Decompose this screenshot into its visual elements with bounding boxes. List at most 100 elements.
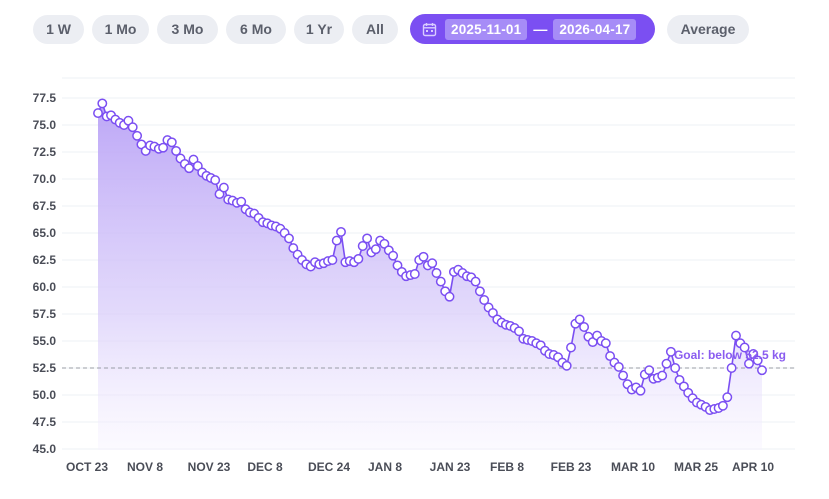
data-point[interactable] (618, 370, 629, 381)
data-point[interactable] (487, 307, 498, 318)
data-point[interactable] (474, 286, 485, 297)
x-tick-label: FEB 23 (551, 460, 592, 474)
x-tick-label: FEB 8 (490, 460, 524, 474)
x-tick-label: APR 10 (732, 460, 774, 474)
x-tick-label: DEC 8 (247, 460, 283, 474)
data-point[interactable] (218, 182, 229, 193)
average-toggle-button[interactable]: Average (667, 14, 749, 44)
data-point[interactable] (127, 122, 138, 133)
data-point[interactable] (418, 251, 429, 262)
x-tick-label: JAN 23 (430, 460, 471, 474)
goal-label: Goal: below 52.5 kg (674, 348, 786, 362)
data-point[interactable] (97, 98, 108, 109)
data-point[interactable] (210, 175, 221, 186)
data-point[interactable] (214, 189, 225, 200)
data-point[interactable] (657, 370, 668, 381)
data-point[interactable] (409, 269, 420, 279)
range-1yr-button[interactable]: 1 Yr (294, 14, 344, 44)
data-point[interactable] (574, 314, 585, 325)
x-tick-label: JAN 8 (368, 460, 402, 474)
data-point[interactable] (726, 363, 737, 373)
data-point[interactable] (444, 291, 455, 302)
data-point[interactable] (327, 255, 338, 265)
range-1w-button[interactable]: 1 W (33, 14, 84, 44)
y-tick-label: 70.0 (33, 172, 57, 186)
y-tick-label: 65.0 (33, 226, 57, 240)
calendar-icon (422, 22, 437, 37)
data-point[interactable] (370, 244, 381, 255)
data-point[interactable] (470, 276, 481, 287)
data-point[interactable] (752, 355, 763, 366)
weight-area (98, 103, 762, 451)
x-tick-label: OCT 23 (66, 460, 108, 474)
y-tick-label: 52.5 (33, 361, 57, 375)
y-tick-label: 55.0 (33, 334, 57, 348)
x-tick-label: MAR 10 (611, 460, 655, 474)
data-point[interactable] (284, 233, 294, 244)
data-point[interactable] (600, 338, 611, 349)
data-points (93, 98, 767, 416)
x-tick-label: NOV 8 (127, 460, 163, 474)
data-point[interactable] (613, 361, 624, 372)
data-point[interactable] (661, 358, 672, 369)
x-tick-label: NOV 23 (188, 460, 231, 474)
y-tick-label: 57.5 (33, 307, 57, 321)
data-point[interactable] (722, 392, 733, 403)
y-tick-label: 77.5 (33, 91, 57, 105)
y-tick-label: 75.0 (33, 118, 57, 132)
y-tick-label: 50.0 (33, 388, 57, 402)
data-point[interactable] (514, 326, 524, 337)
range-1mo-button[interactable]: 1 Mo (92, 14, 149, 44)
data-point[interactable] (331, 235, 342, 246)
y-tick-label: 62.5 (33, 253, 57, 267)
data-point[interactable] (353, 253, 364, 264)
data-point[interactable] (132, 130, 143, 141)
data-point[interactable] (566, 342, 576, 353)
data-point[interactable] (739, 342, 750, 353)
data-point[interactable] (717, 400, 728, 411)
date-range-picker[interactable]: 2025-11-01 — 2026-04-17 (410, 14, 655, 44)
data-point[interactable] (362, 233, 373, 244)
data-point[interactable] (336, 226, 346, 237)
data-point[interactable] (731, 330, 741, 341)
data-point[interactable] (427, 258, 438, 269)
data-point[interactable] (479, 295, 490, 305)
y-tick-label: 47.5 (33, 415, 57, 429)
data-point[interactable] (192, 161, 203, 171)
range-6mo-button[interactable]: 6 Mo (226, 14, 286, 44)
data-point[interactable] (744, 358, 754, 369)
data-point[interactable] (171, 145, 182, 156)
data-point[interactable] (184, 163, 195, 174)
data-point[interactable] (435, 276, 446, 287)
data-point[interactable] (665, 346, 676, 357)
data-point[interactable] (158, 142, 169, 153)
x-tick-label: MAR 25 (674, 460, 718, 474)
start-date-field[interactable]: 2025-11-01 (445, 18, 528, 40)
data-point[interactable] (579, 322, 590, 332)
range-3mo-button[interactable]: 3 Mo (157, 14, 218, 44)
data-point[interactable] (431, 268, 442, 278)
data-point[interactable] (357, 241, 368, 251)
range-all-button[interactable]: All (352, 14, 398, 44)
data-point[interactable] (379, 238, 390, 249)
data-point[interactable] (670, 363, 681, 373)
data-point[interactable] (674, 374, 685, 385)
data-point[interactable] (561, 360, 572, 371)
y-axis: 77.5 75.0 72.5 70.0 67.5 65.0 62.5 60.0 57.5 55.0… (33, 91, 57, 456)
data-point[interactable] (644, 365, 655, 376)
y-tick-label: 60.0 (33, 280, 57, 294)
x-axis: OCT 23 NOV 8 NOV 23 DEC 8 DEC 24 JAN 8 JAN 23 F… (66, 460, 774, 474)
x-tick-label: DEC 24 (308, 460, 350, 474)
y-tick-label: 67.5 (33, 199, 57, 213)
data-point[interactable] (236, 196, 247, 207)
data-point[interactable] (635, 385, 646, 396)
data-point[interactable] (166, 137, 177, 148)
data-point[interactable] (757, 365, 767, 376)
date-separator: — (533, 21, 548, 37)
y-tick-label: 72.5 (33, 145, 57, 159)
range-toolbar: 1 W 1 Mo 3 Mo 6 Mo 1 Yr All 2025-11-01 —… (33, 14, 749, 44)
data-point[interactable] (388, 250, 399, 261)
data-point[interactable] (93, 108, 103, 119)
end-date-field[interactable]: 2026-04-17 (553, 18, 637, 40)
